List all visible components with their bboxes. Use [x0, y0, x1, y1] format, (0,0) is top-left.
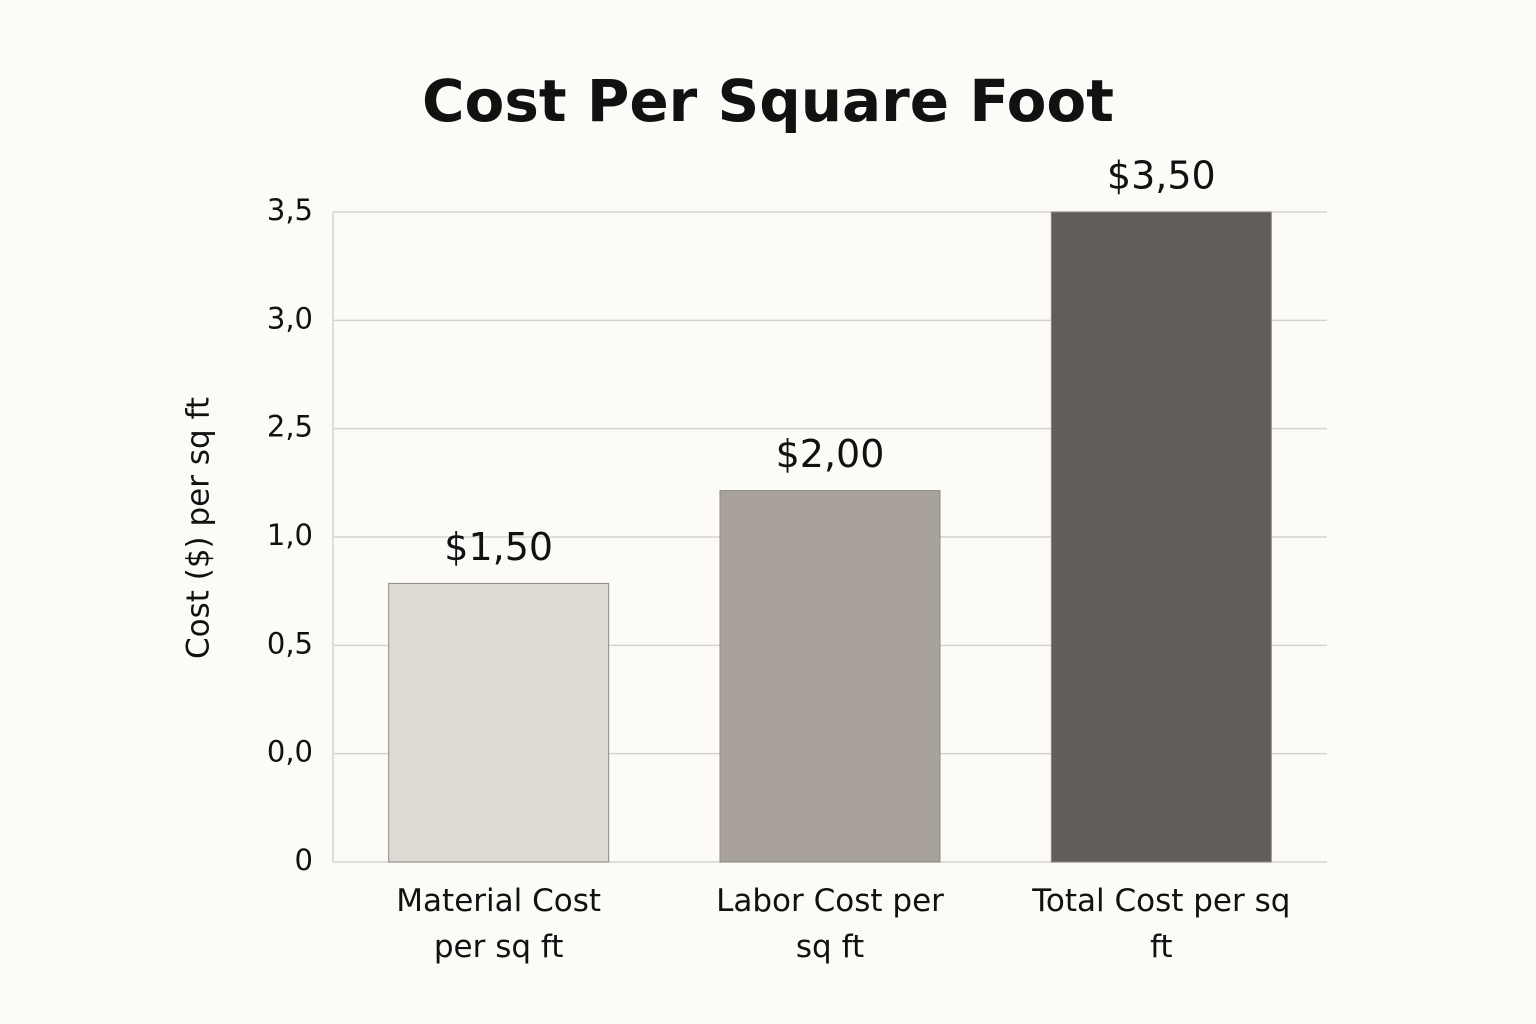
- chart-title: Cost Per Square Foot: [422, 67, 1114, 135]
- y-tick-label: 0: [295, 843, 313, 877]
- value-label: $2,00: [776, 432, 885, 476]
- x-tick-label: Labor Cost per sq ft: [716, 883, 944, 965]
- y-tick-label: 0,0: [267, 735, 313, 769]
- y-tick-label: 3,5: [267, 193, 313, 227]
- y-axis-label: Cost ($) per sq ft: [181, 397, 217, 659]
- y-tick-label: 0,5: [267, 626, 313, 660]
- x-tick-label: Material Cost per sq ft: [396, 883, 602, 965]
- value-label: $1,50: [444, 525, 553, 569]
- bar: [719, 490, 941, 863]
- y-tick-label: 2,5: [267, 410, 313, 444]
- bar: [1050, 211, 1272, 863]
- y-tick-label: 1,0: [267, 518, 313, 552]
- y-tick-label: 3,0: [267, 301, 313, 335]
- x-tick-label: Total Cost per sq ft: [1032, 883, 1291, 965]
- bar: [388, 582, 610, 863]
- value-label: $3,50: [1107, 154, 1216, 198]
